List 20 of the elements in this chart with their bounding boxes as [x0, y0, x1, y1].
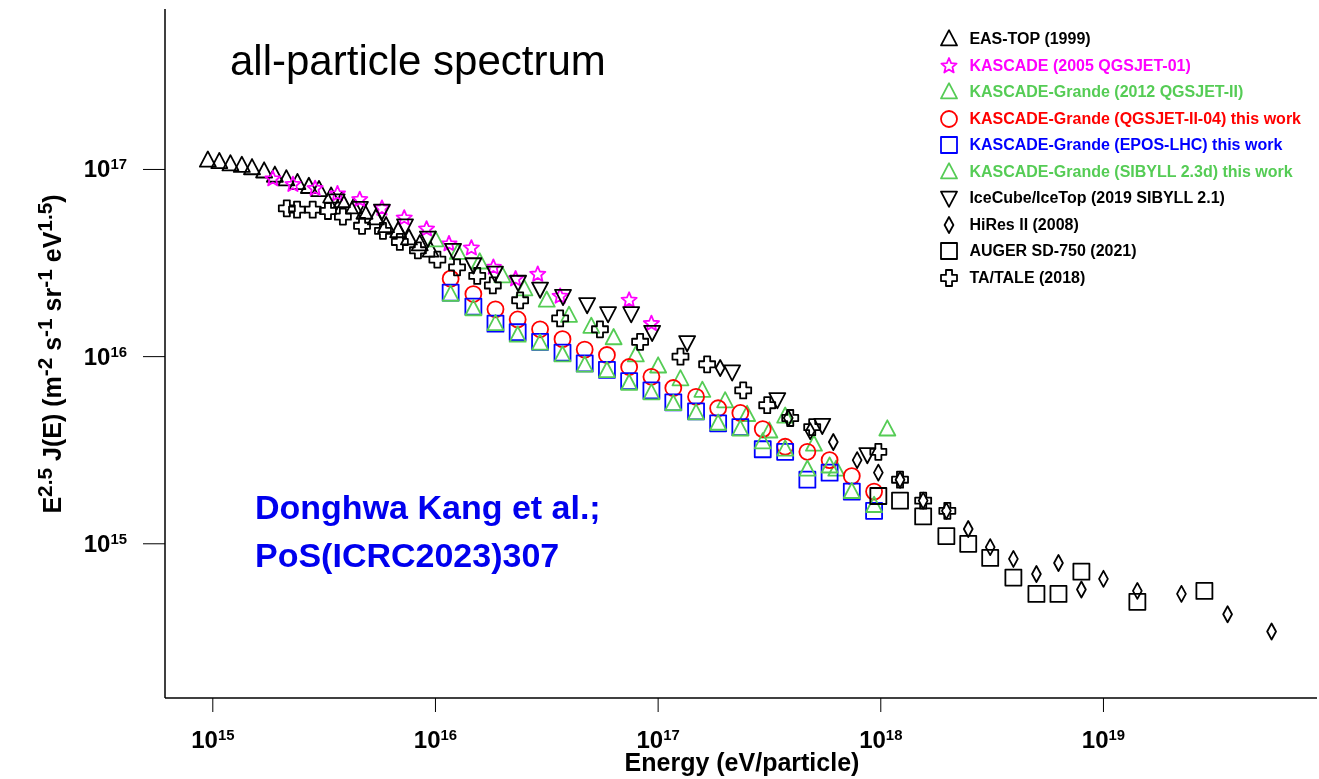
x-tick-label: 10$^{19}$ — [1081, 726, 1126, 753]
x-tick-label: 10$^{16}$ — [413, 726, 458, 753]
legend-label: KASCADE-Grande (EPOS-LHC) this work — [969, 136, 1283, 155]
legend-label: EAS-TOP (1999) — [969, 30, 1091, 49]
legend-label: HiRes II (2008) — [969, 215, 1079, 234]
legend-label: AUGER SD-750 (2021) — [969, 242, 1137, 261]
legend-label: IceCube/IceTop (2019 SIBYLL 2.1) — [969, 189, 1225, 208]
legend-label: KASCADE-Grande (SIBYLL 2.3d) this work — [969, 162, 1293, 181]
legend-label: KASCADE-Grande (QGSJET-II-04) this work — [969, 109, 1301, 128]
legend-label: KASCADE-Grande (2012 QGSJET-II) — [969, 83, 1244, 102]
annotation: Donghwa Kang et al.; — [255, 488, 601, 527]
y-tick-label: 10$^{15}$ — [83, 529, 127, 557]
annotation: PoS(ICRC2023)307 — [255, 536, 560, 575]
text: all-particle spectrum — [230, 37, 606, 85]
legend-label: TA/TALE (2018) — [969, 268, 1086, 287]
y-tick-label: 10$^{17}$ — [83, 155, 127, 183]
legend-label: KASCADE (2005 QGSJET-01) — [969, 56, 1191, 75]
x-tick-label: 10$^{15}$ — [191, 726, 235, 753]
x-tick-label: 10$^{18}$ — [859, 726, 903, 753]
y-tick-label: 10$^{16}$ — [83, 342, 127, 370]
